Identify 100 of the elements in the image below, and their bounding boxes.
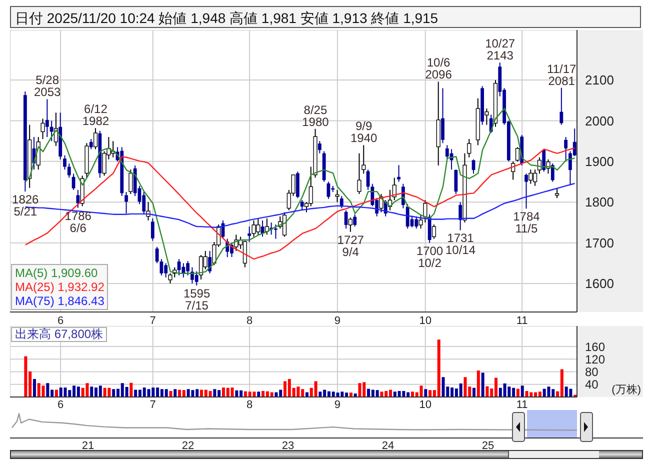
bar [54, 390, 58, 397]
x-tick-label: 11 [516, 398, 528, 411]
bar [284, 381, 287, 397]
candlestick [445, 144, 449, 160]
annotation: 1700 10/2 [416, 244, 444, 270]
y-tick-label: 1800 [585, 194, 614, 210]
candlestick [63, 154, 66, 170]
y-axis-title: (万株) [612, 384, 641, 396]
candlestick [45, 98, 49, 138]
bar [24, 356, 28, 397]
bar [262, 391, 265, 397]
candlestick [560, 87, 564, 126]
candlestick [528, 169, 533, 184]
annotation: 1786 6/6 [64, 208, 92, 235]
candlestick [50, 120, 54, 142]
bar [380, 392, 384, 397]
x-tick-label: 25 [482, 440, 494, 452]
bar [112, 389, 116, 397]
candlestick [335, 189, 340, 203]
bar [257, 392, 260, 397]
y-tick-label: 1900 [585, 154, 614, 170]
bar [46, 383, 50, 397]
y-tick-label: 1600 [585, 276, 614, 292]
x-tick-label: 24 [382, 440, 394, 452]
bar [349, 392, 352, 397]
x-tick-label: 21 [82, 440, 94, 452]
bar [560, 369, 564, 397]
candlestick [264, 218, 269, 236]
y-tick-label: 2000 [585, 113, 614, 128]
bar [213, 389, 216, 397]
candlestick [160, 258, 164, 276]
bar [428, 390, 432, 397]
bar [547, 386, 550, 397]
candlestick [472, 158, 476, 174]
text: MA(25) 1,932.92 [15, 280, 104, 294]
y-tick-label: 2100 [585, 72, 614, 88]
bar [420, 386, 423, 397]
bar [569, 388, 572, 397]
bar [472, 388, 476, 397]
x-tick-label: 7 [150, 398, 156, 411]
bar [503, 383, 506, 397]
x-tick-label: 7 [150, 314, 156, 327]
candlestick [89, 138, 93, 150]
candlestick [467, 138, 472, 158]
bar [64, 388, 67, 397]
bar [318, 392, 322, 397]
candlestick [348, 217, 352, 232]
annotation: 1731 10/14 [446, 231, 476, 258]
bar [182, 390, 186, 397]
x-tick-label: 10 [419, 398, 432, 411]
bar [191, 390, 194, 397]
bar [486, 386, 489, 397]
x-tick-label: 8 [246, 314, 253, 327]
candlestick [484, 108, 489, 126]
bar [186, 389, 190, 397]
text: MA(75) 1,846.43 [15, 294, 104, 308]
bar [134, 390, 138, 397]
candlestick [353, 214, 357, 228]
y-tick-label: 80 [585, 365, 599, 380]
x-tick-label: 8 [246, 398, 253, 411]
bar [525, 391, 528, 397]
annotation: 11/17 2081 [547, 62, 577, 88]
bar [494, 378, 498, 397]
annotation: 1784 11/5 [513, 210, 540, 236]
candlestick [296, 171, 300, 199]
x-tick-label: 9 [334, 398, 341, 411]
bar [90, 386, 94, 397]
bar [152, 388, 155, 397]
candlestick [146, 202, 150, 221]
bar [358, 383, 362, 397]
annotation: 10/27 2143 [485, 36, 516, 63]
annotation: 6/12 1982 [82, 102, 110, 128]
candlestick [441, 88, 444, 144]
bar [103, 388, 106, 397]
candlestick [242, 240, 248, 268]
bar [208, 391, 212, 397]
bar [476, 370, 480, 397]
bar [98, 386, 102, 397]
bar [516, 388, 520, 397]
bar [464, 377, 467, 397]
bar [564, 386, 568, 397]
candlestick [428, 214, 432, 244]
bar [169, 391, 172, 397]
bar [520, 386, 524, 397]
bar [402, 391, 406, 397]
candlestick [432, 224, 436, 240]
bar [314, 381, 318, 397]
candlestick [397, 164, 400, 182]
y-tick-label: 1700 [585, 235, 614, 250]
bar [424, 389, 428, 397]
bar [542, 388, 546, 397]
bar [398, 391, 401, 397]
bar [252, 392, 256, 397]
bar [147, 389, 150, 397]
annotation: 8/25 1980 [302, 102, 330, 129]
bar [76, 386, 80, 397]
x-tick-label: 11 [516, 314, 528, 327]
candlestick [357, 152, 362, 194]
bar [130, 382, 133, 397]
bar [508, 386, 511, 397]
